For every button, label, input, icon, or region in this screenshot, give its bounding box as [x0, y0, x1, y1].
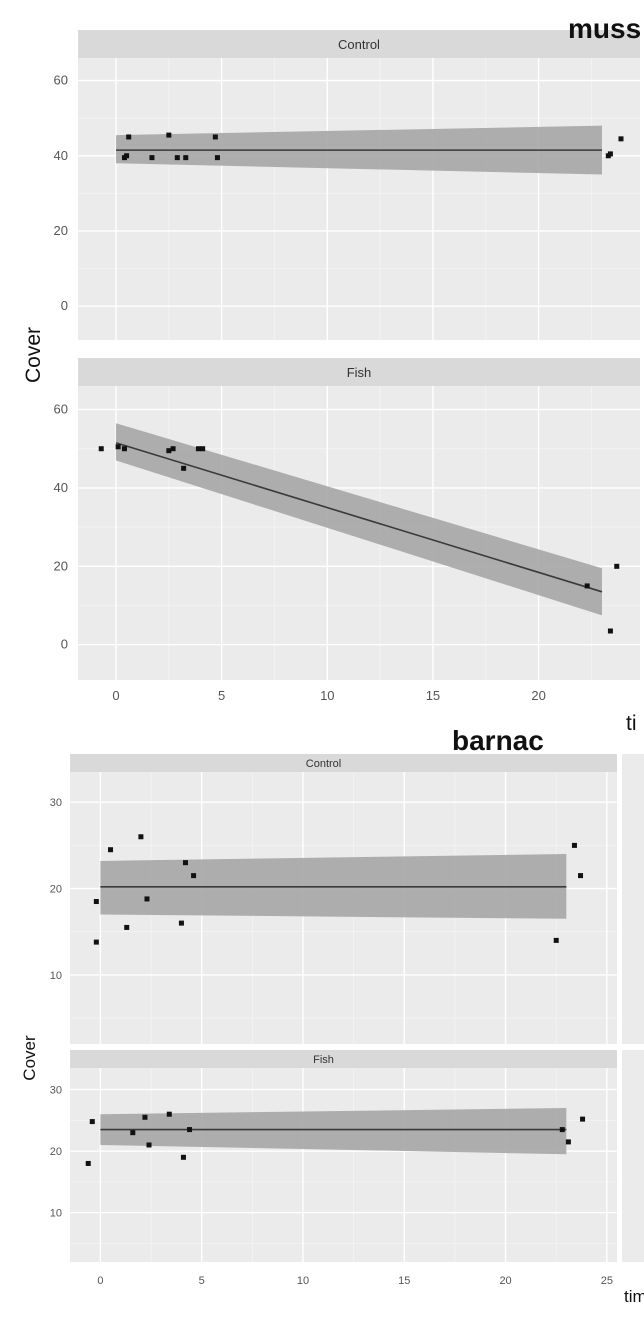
data-point [93, 939, 99, 945]
data-point [571, 842, 577, 848]
chart-title: barnac [452, 725, 544, 756]
facet-strip [78, 30, 640, 58]
x-axis-title: time [624, 1287, 644, 1306]
y-tick-label: 30 [50, 1085, 62, 1097]
data-point [214, 155, 220, 161]
facet-panel [70, 1068, 617, 1262]
facet-strip-label: Fish [347, 365, 372, 380]
data-point [553, 937, 559, 943]
y-tick-label: 40 [54, 480, 68, 495]
facet-fish: Fish 10 20 30 [50, 1050, 617, 1262]
chart-0: Control 0 20 40 60 Fish 0 20 40 60 0 5 10 15 20 Cover ti… [22, 13, 641, 735]
data-point [180, 1154, 186, 1160]
facet-strip [70, 754, 617, 772]
data-point [183, 155, 189, 161]
facet-strip-label: Fish [313, 1054, 334, 1066]
panel-separator [617, 754, 622, 1262]
y-tick-label: 10 [50, 970, 62, 982]
facet-panel [78, 58, 640, 340]
data-point [166, 448, 172, 454]
data-point [178, 920, 184, 926]
confidence-band [116, 423, 602, 616]
data-point [170, 446, 176, 452]
data-point [124, 924, 130, 930]
data-point [93, 899, 99, 905]
x-tick-label: 5 [199, 1275, 205, 1287]
facet-fish: Fish 0 20 40 60 [54, 358, 640, 680]
data-point [115, 444, 121, 450]
data-point [98, 446, 104, 452]
data-point [182, 860, 188, 866]
facet-strip-label: Control [338, 37, 380, 52]
data-point [607, 151, 613, 157]
y-tick-label: 10 [50, 1208, 62, 1220]
data-point [130, 1130, 136, 1136]
y-tick-label: 20 [54, 558, 68, 573]
confidence-band [100, 1108, 567, 1155]
y-tick-label: 0 [61, 637, 68, 652]
data-point [174, 155, 180, 161]
data-point [212, 134, 218, 140]
facet-control: Control 0 20 40 60 [54, 30, 640, 340]
data-point [166, 1111, 172, 1117]
x-tick-label: 0 [112, 688, 119, 703]
data-point [187, 1127, 193, 1133]
data-point [181, 465, 187, 471]
data-point [121, 446, 127, 452]
data-point [191, 873, 197, 879]
data-point [142, 1114, 148, 1120]
y-tick-label: 60 [54, 73, 68, 88]
y-tick-label: 30 [50, 797, 62, 809]
data-point [195, 446, 201, 452]
x-tick-label: 10 [297, 1275, 309, 1287]
y-axis-title: Cover [22, 327, 45, 383]
x-tick-label: 25 [601, 1275, 613, 1287]
data-point [138, 834, 144, 840]
y-tick-label: 20 [50, 1146, 62, 1158]
data-point [108, 847, 114, 853]
facet-control: Control 10 20 30 [50, 754, 617, 1044]
y-tick-label: 60 [54, 402, 68, 417]
y-axis-title: Cover [20, 1035, 39, 1081]
regression-line [115, 442, 603, 593]
x-tick-label: 0 [97, 1275, 103, 1287]
data-point [144, 896, 150, 902]
facet-strip-label: Control [306, 758, 341, 770]
x-tick-label: 5 [218, 688, 225, 703]
data-point [580, 1116, 586, 1122]
x-tick-label: 10 [320, 688, 334, 703]
data-point [89, 1119, 95, 1125]
panel-separator-h [620, 1044, 644, 1050]
data-point [149, 155, 155, 161]
y-tick-label: 0 [61, 298, 68, 313]
facet-strip [78, 358, 640, 386]
chart-title: muss [568, 13, 641, 44]
data-point [614, 563, 620, 569]
data-point [578, 873, 584, 879]
x-tick-label: 20 [531, 688, 545, 703]
chart-1: Control 10 20 30 Fish 10 20 30 0 5 10 15 20 25 Cover ti… [20, 725, 644, 1306]
data-point [146, 1142, 152, 1148]
x-axis-title: ti [626, 712, 637, 735]
x-tick-label: 15 [426, 688, 440, 703]
x-tick-label: 15 [398, 1275, 410, 1287]
data-point [618, 136, 624, 142]
data-point [166, 132, 172, 138]
facet-strip [70, 1050, 617, 1068]
data-point [584, 583, 590, 589]
data-point [559, 1127, 565, 1133]
data-point [126, 134, 132, 140]
data-point [565, 1139, 571, 1145]
data-point [200, 446, 206, 452]
y-tick-label: 20 [54, 223, 68, 238]
data-point [85, 1160, 91, 1166]
data-point [607, 628, 613, 634]
y-tick-label: 20 [50, 884, 62, 896]
adjacent-panel-edge [620, 754, 644, 1262]
data-point [124, 153, 130, 159]
x-tick-label: 20 [499, 1275, 511, 1287]
y-tick-label: 40 [54, 148, 68, 163]
